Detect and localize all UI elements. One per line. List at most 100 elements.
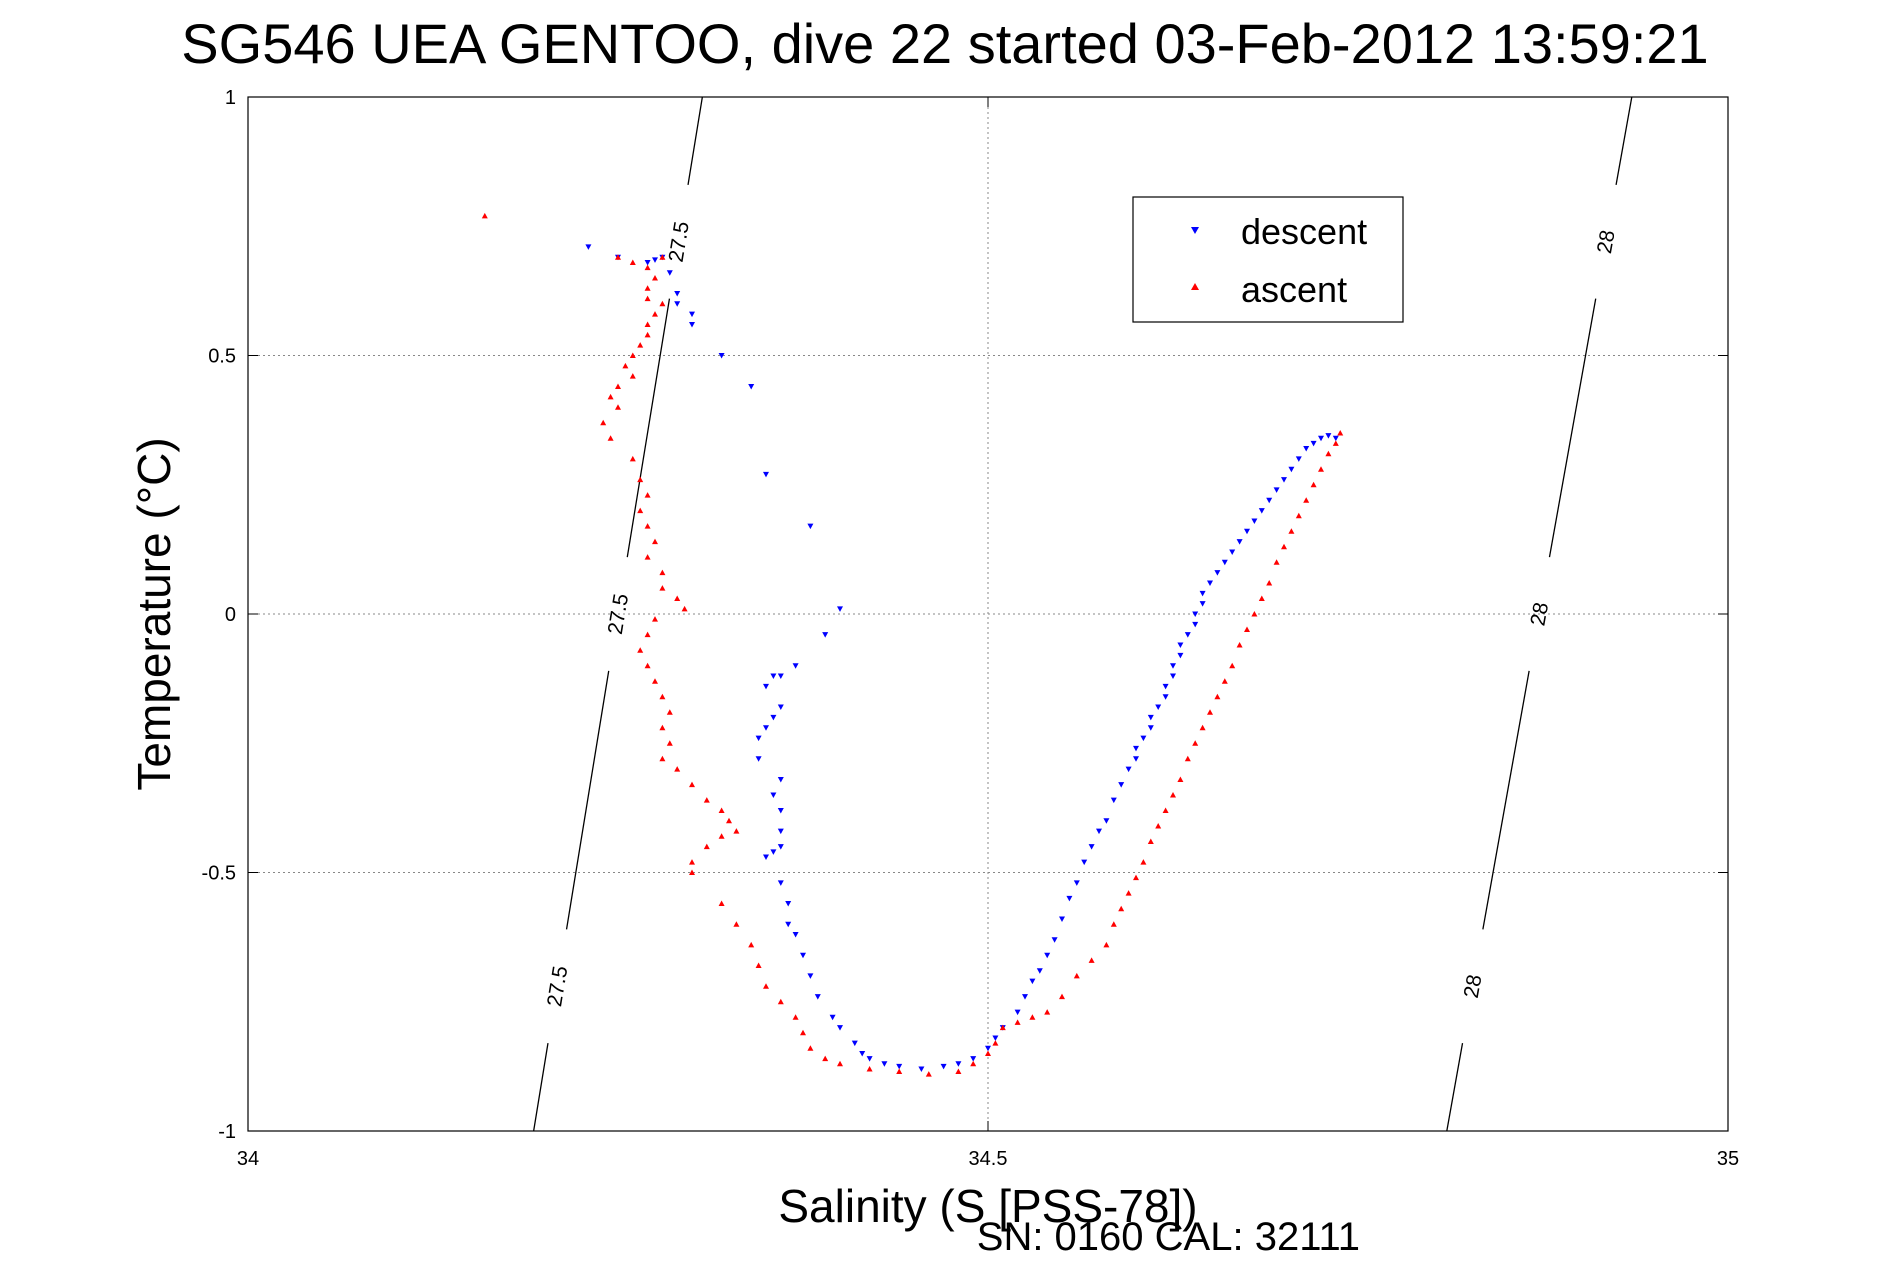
descent-marker: [1022, 994, 1028, 1000]
descent-marker: [1221, 559, 1228, 566]
ascent-marker: [703, 797, 710, 803]
density-contour-label: 28: [1460, 973, 1487, 1000]
ascent-marker: [659, 585, 666, 591]
ascent-marker: [644, 631, 651, 638]
descent-marker: [1170, 673, 1176, 680]
descent-marker: [1332, 435, 1339, 442]
descent-marker: [689, 321, 695, 328]
descent-marker: [1147, 714, 1154, 721]
x-tick-label: 34.5: [969, 1148, 1008, 1170]
descent-marker: [763, 854, 769, 860]
descent-marker: [1110, 797, 1117, 804]
legend-label-ascent: ascent: [1241, 269, 1347, 310]
ascent-marker: [644, 285, 651, 291]
ascent-marker: [1310, 481, 1317, 488]
descent-marker: [777, 776, 784, 783]
descent-marker: [785, 901, 792, 907]
ascent-marker: [999, 1024, 1006, 1031]
descent-marker: [763, 725, 769, 731]
ascent-marker: [481, 212, 488, 219]
ascent-marker: [1110, 921, 1117, 927]
x-tick-label: 34: [237, 1148, 259, 1170]
legend-marker-descent: [1191, 227, 1199, 234]
descent-marker: [770, 673, 777, 680]
ascent-marker: [1281, 543, 1287, 550]
ascent-marker: [1133, 874, 1139, 881]
ascent-marker: [733, 828, 740, 834]
descent-marker: [666, 270, 673, 276]
descent-marker: [955, 1061, 962, 1067]
descent-marker: [1162, 694, 1169, 700]
ascent-marker: [1318, 466, 1324, 472]
ascent-marker: [659, 755, 666, 762]
density-contour-label: 27.5: [665, 220, 694, 264]
descent-marker: [777, 704, 784, 711]
descent-marker: [777, 844, 784, 850]
ascent-marker: [659, 300, 666, 307]
ascent-marker: [644, 295, 651, 302]
descent-marker: [770, 792, 777, 798]
ascent-marker: [703, 843, 710, 850]
ascent-marker: [652, 616, 658, 622]
descent-marker: [814, 994, 821, 1000]
descent-marker: [1303, 446, 1310, 452]
ascent-marker: [637, 507, 644, 514]
chart-title: SG546 UEA GENTOO, dive 22 started 03-Feb…: [181, 12, 1708, 75]
descent-marker: [1192, 611, 1199, 617]
y-tick-label: 1: [225, 87, 236, 109]
ascent-marker: [1162, 807, 1169, 813]
descent-marker: [755, 756, 762, 762]
ascent-marker: [955, 1068, 962, 1075]
descent-marker: [718, 353, 725, 359]
descent-marker: [1147, 725, 1154, 731]
descent-marker: [770, 714, 777, 721]
ascent-marker: [837, 1060, 843, 1067]
density-contour-line: [565, 670, 610, 930]
descent-marker: [777, 807, 784, 814]
density-contour-label: 28: [1526, 601, 1553, 628]
descent-marker: [1088, 844, 1095, 850]
ascent-marker: [1088, 957, 1095, 963]
x-axis-label: Salinity (S [PSS-78]): [778, 1180, 1197, 1232]
descent-marker: [881, 1061, 888, 1067]
ascent-marker: [652, 311, 658, 317]
descent-marker: [674, 301, 681, 307]
ascent-marker: [652, 538, 658, 545]
descent-marker: [1295, 456, 1302, 462]
descent-marker: [792, 663, 799, 669]
ascent-marker: [1125, 890, 1132, 896]
ascent-marker: [970, 1060, 977, 1067]
density-contour-line: [1615, 96, 1633, 186]
ascent-marker: [607, 393, 614, 400]
ascent-marker: [792, 1014, 799, 1020]
ascent-marker: [615, 404, 621, 410]
y-tick-label: 0: [225, 604, 236, 626]
descent-marker: [837, 606, 843, 612]
density-contour-label: 27.5: [604, 592, 633, 636]
descent-marker: [1207, 580, 1213, 586]
descent-marker: [652, 257, 658, 263]
descent-marker: [940, 1063, 947, 1070]
descent-marker: [822, 632, 829, 638]
ascent-marker: [1103, 941, 1110, 948]
ascent-marker: [1029, 1014, 1036, 1020]
descent-marker: [792, 932, 799, 938]
ascent-marker: [1155, 822, 1162, 829]
descent-marker: [1051, 937, 1058, 943]
ascent-marker: [1325, 450, 1332, 457]
ascent-marker: [822, 1055, 829, 1062]
descent-marker: [1184, 632, 1191, 638]
ascent-marker: [1273, 559, 1280, 565]
descent-marker: [1029, 978, 1036, 985]
legend-box: [1132, 196, 1404, 323]
ascent-marker: [644, 492, 651, 498]
ascent-marker: [755, 962, 762, 969]
descent-marker: [1288, 466, 1295, 473]
legend: descent ascent: [1132, 196, 1404, 323]
ascent-marker: [1184, 755, 1191, 762]
ascent-marker: [644, 662, 651, 669]
ascent-marker: [726, 817, 732, 824]
descent-marker: [970, 1056, 977, 1062]
ascent-marker: [800, 1029, 806, 1036]
